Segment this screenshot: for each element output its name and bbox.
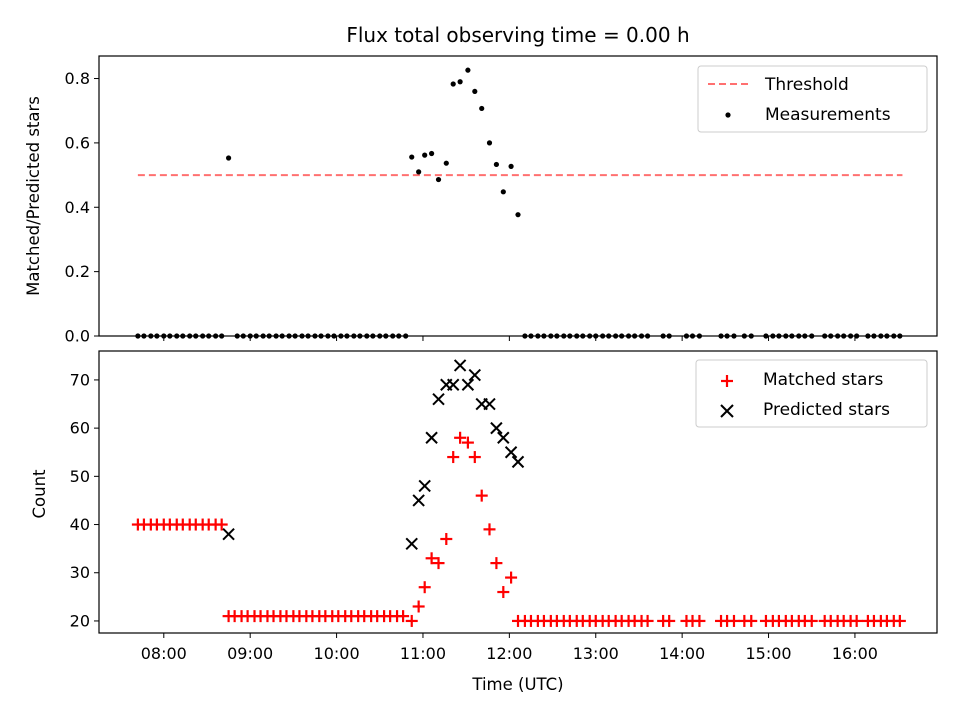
legend-label-matched: Matched stars: [763, 370, 883, 390]
bottom-y-tick-label: 60: [70, 419, 90, 438]
bottom-axes-frame: [98, 350, 938, 634]
measurement-point: [500, 189, 506, 195]
matched-star-marker: [475, 489, 488, 502]
ratio-panel: Flux total observing time = 0.00 h Match…: [24, 23, 938, 346]
top-y-tick-label: 0.6: [65, 133, 90, 152]
predicted-star-marker: [425, 431, 438, 444]
measurement-point: [465, 67, 471, 73]
matched-star-marker: [893, 614, 906, 627]
x-axis-label: Time (UTC): [471, 675, 563, 694]
x-tick-label: 08:00: [141, 644, 187, 663]
predicted-star-marker: [222, 527, 235, 541]
top-y-tick-label: 0.8: [65, 69, 90, 88]
matched-star-marker: [418, 581, 431, 594]
chart-title: Flux total observing time = 0.00 h: [346, 23, 689, 47]
bottom-y-tick-label: 70: [70, 370, 90, 389]
matched-star-marker: [397, 610, 410, 623]
measurement-point: [479, 105, 485, 112]
matched-star-marker: [447, 451, 460, 464]
predicted-star-marker: [511, 455, 525, 469]
matched-star-marker: [490, 557, 503, 570]
predicted-star-marker: [418, 479, 431, 493]
matched-star-marker: [641, 614, 654, 627]
measurement-point: [409, 154, 415, 160]
matched-star-marker: [412, 600, 425, 613]
bottom-legend-box: [695, 359, 928, 428]
matched-star-marker: [454, 431, 467, 444]
measurement-point: [225, 155, 232, 161]
matched-star-marker: [805, 614, 818, 627]
matched-star-marker: [745, 614, 758, 627]
matched-star-marker: [405, 614, 418, 627]
matched-star-marker: [497, 586, 510, 599]
matched-legend-swatch: [721, 375, 733, 387]
measurement-point: [443, 160, 449, 166]
measurement-point: [508, 163, 514, 169]
top-y-tick-label: 0.4: [65, 198, 90, 217]
bottom-y-tick-label: 40: [70, 515, 90, 534]
x-tick-label: 10:00: [314, 644, 360, 663]
x-tick-label: 14:00: [659, 644, 705, 663]
matched-star-marker: [693, 614, 706, 627]
matched-star-marker: [215, 518, 228, 531]
measurement-point: [457, 79, 463, 85]
predicted-star-marker: [432, 392, 445, 406]
matched-star-marker: [468, 451, 481, 464]
legend-label-predicted: Predicted stars: [763, 400, 890, 420]
predicted-star-marker: [497, 431, 510, 444]
predicted-star-marker: [483, 397, 496, 411]
measurement-point: [435, 176, 442, 183]
matched-star-marker: [850, 614, 863, 627]
predicted-star-marker: [504, 446, 518, 459]
matched-star-marker: [483, 523, 496, 536]
predicted-star-marker: [446, 378, 460, 391]
bottom-plot-area: 20 30 40 50 60 70 08:00 09:00 10:00 11:00 12:00 13:…: [70, 359, 906, 663]
x-tick-label: 13:00: [573, 644, 619, 663]
top-legend: Threshold Measurements: [697, 65, 928, 133]
bottom-y-tick-label: 20: [70, 611, 90, 630]
x-tick-label: 16:00: [832, 644, 878, 663]
measurements-legend-swatch: [725, 112, 731, 118]
count-panel: Count Time (UTC) 20 30 40 50 60 70 08:00 09:00 1…: [30, 350, 938, 694]
matched-star-marker: [505, 571, 518, 584]
predicted-legend-swatch: [720, 404, 734, 418]
measurement-point: [429, 150, 435, 157]
measurement-point: [486, 140, 493, 146]
matched-star-marker: [432, 557, 445, 570]
x-tick-label: 09:00: [227, 644, 273, 663]
bottom-y-tick-label: 50: [70, 467, 90, 486]
measurement-point: [493, 161, 500, 168]
measurement-point: [472, 88, 478, 95]
predicted-star-marker: [461, 378, 475, 391]
measurement-point: [416, 169, 422, 175]
matched-star-marker: [663, 614, 676, 627]
top-y-tick-label: 0.2: [65, 262, 90, 281]
bottom-legend: Matched stars Predicted stars: [695, 359, 928, 428]
measurement-point: [450, 81, 456, 87]
top-plot-area: 0.0 0.2 0.4 0.6 0.8: [65, 67, 903, 346]
legend-label-threshold: Threshold: [764, 75, 849, 95]
matched-star-marker: [461, 436, 474, 449]
measurement-point: [422, 152, 428, 158]
predicted-star-marker: [405, 537, 418, 551]
matched-star-marker: [727, 614, 740, 627]
bottom-y-tick-label: 30: [70, 563, 90, 582]
predicted-star-marker: [468, 368, 482, 382]
top-y-tick-label: 0.0: [65, 327, 90, 346]
top-legend-box: [697, 65, 928, 133]
x-tick-label: 12:00: [486, 644, 532, 663]
matched-star-marker: [425, 552, 438, 565]
x-tick-label: 11:00: [400, 644, 446, 663]
x-tick-label: 15:00: [745, 644, 791, 663]
matched-star-marker: [440, 533, 453, 545]
measurement-point: [515, 212, 521, 218]
predicted-star-marker: [453, 359, 467, 372]
predicted-star-marker: [412, 494, 425, 507]
legend-label-measurements: Measurements: [765, 105, 891, 125]
top-y-axis-label: Matched/Predicted stars: [24, 96, 43, 296]
predicted-star-marker: [490, 421, 503, 435]
bottom-y-axis-label: Count: [30, 469, 49, 519]
top-axes-frame: [98, 55, 938, 337]
